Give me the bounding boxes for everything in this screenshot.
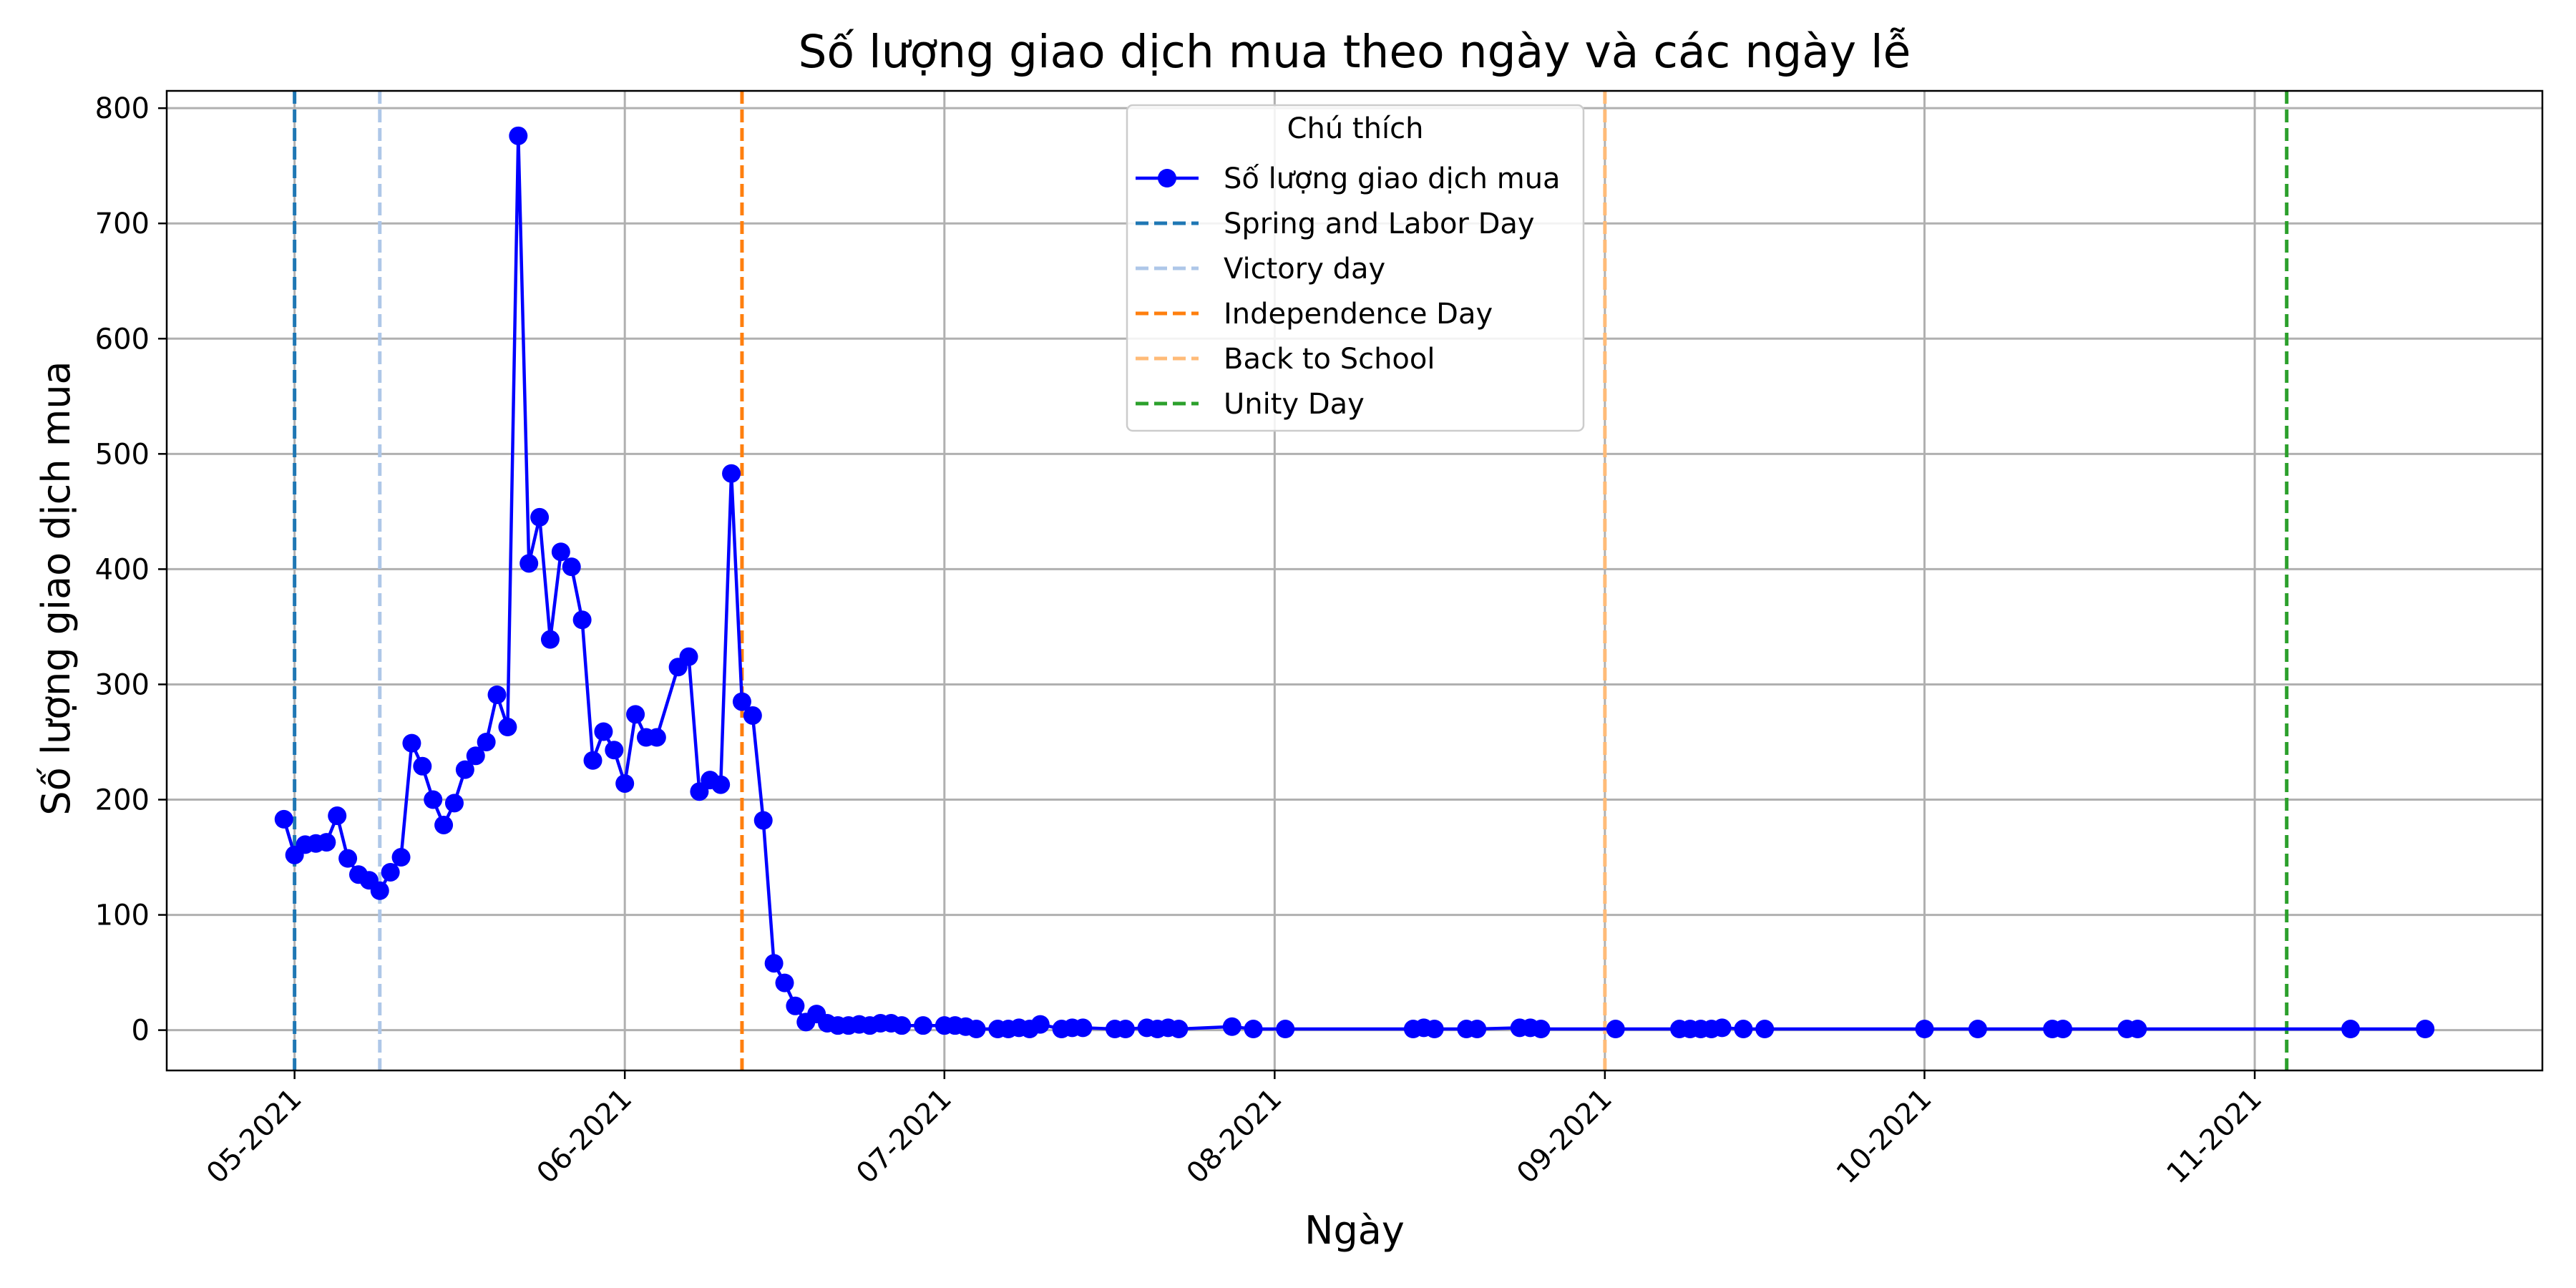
data-point <box>274 809 293 829</box>
data-point <box>1276 1020 1295 1039</box>
data-point <box>1712 1018 1732 1038</box>
data-point <box>519 554 539 573</box>
y-tick-label: 200 <box>95 784 150 817</box>
data-point <box>413 756 432 776</box>
legend-label: Back to School <box>1224 343 1435 376</box>
data-point <box>711 775 731 794</box>
y-tick-label: 300 <box>95 668 150 701</box>
data-point <box>562 557 581 577</box>
data-point <box>1468 1020 1487 1039</box>
y-tick-label: 100 <box>95 899 150 932</box>
data-point <box>967 1020 986 1039</box>
data-point <box>1030 1015 1050 1034</box>
data-point <box>540 630 560 649</box>
y-tick-label: 700 <box>95 208 150 240</box>
data-point <box>530 507 550 527</box>
data-point <box>1116 1020 1135 1039</box>
data-point <box>605 741 624 760</box>
data-point <box>317 833 336 852</box>
y-tick-label: 400 <box>95 553 150 586</box>
data-point <box>477 732 496 751</box>
y-tick-label: 0 <box>132 1015 150 1048</box>
data-point <box>1915 1020 1934 1039</box>
legend-title: Chú thích <box>1287 112 1424 145</box>
data-point <box>583 751 602 770</box>
data-point <box>1169 1020 1189 1039</box>
data-point <box>509 126 528 145</box>
legend-label: Victory day <box>1224 253 1385 286</box>
data-point <box>722 464 741 483</box>
data-point <box>328 806 347 826</box>
chart-title: Số lượng giao dịch mua theo ngày và các … <box>799 26 1911 78</box>
data-point <box>679 647 698 666</box>
data-point <box>455 760 474 779</box>
legend-label: Independence Day <box>1224 298 1493 331</box>
data-point <box>626 705 645 724</box>
data-point <box>487 685 507 704</box>
data-point <box>2341 1020 2361 1039</box>
data-point <box>1425 1020 1444 1039</box>
data-point <box>1606 1020 1625 1039</box>
y-tick-label: 800 <box>95 92 150 125</box>
data-point <box>1734 1020 1753 1039</box>
data-point <box>572 610 592 630</box>
legend-label: Unity Day <box>1224 388 1365 421</box>
data-point <box>1531 1020 1551 1039</box>
legend-box <box>1126 104 1585 432</box>
data-point <box>551 542 570 562</box>
legend-label: Spring and Labor Day <box>1224 208 1535 240</box>
data-point <box>2416 1020 2435 1039</box>
data-point <box>914 1016 933 1035</box>
data-point <box>615 774 635 793</box>
data-point <box>775 973 794 992</box>
x-axis-label: Ngày <box>1304 1208 1405 1253</box>
data-point <box>498 718 517 737</box>
data-point <box>444 794 464 813</box>
data-point <box>338 849 358 868</box>
data-point <box>1073 1018 1093 1038</box>
holiday-lines <box>293 91 2289 1070</box>
legend-label: Số lượng giao dịch mua <box>1224 162 1561 195</box>
data-point <box>1244 1020 1263 1039</box>
data-point <box>753 811 773 830</box>
data-point <box>892 1016 912 1035</box>
data-point <box>424 790 443 809</box>
legend: Chú thích Số lượng giao dịch mua Spring an… <box>1126 104 1585 432</box>
data-point <box>2128 1020 2147 1039</box>
y-tick-label: 500 <box>95 438 150 471</box>
legend-marker <box>1158 169 1176 187</box>
data-point <box>466 746 485 766</box>
data-point <box>434 815 454 834</box>
data-point <box>402 733 421 753</box>
plot-frame <box>165 89 2544 1072</box>
data-point <box>743 706 762 725</box>
series-line <box>274 126 2435 1039</box>
data-point <box>732 692 751 711</box>
data-point <box>381 862 400 882</box>
data-point <box>1755 1020 1775 1039</box>
data-point <box>391 848 411 867</box>
data-point <box>764 954 784 973</box>
y-axis-label: Số lượng giao dịch mua <box>34 361 79 815</box>
data-point <box>2054 1020 2073 1039</box>
y-tick-label: 600 <box>95 323 150 356</box>
data-point <box>1222 1017 1241 1036</box>
data-point <box>786 996 805 1015</box>
data-point <box>647 728 666 747</box>
data-point <box>1968 1020 1987 1039</box>
data-point <box>594 722 613 741</box>
data-point <box>370 881 389 900</box>
